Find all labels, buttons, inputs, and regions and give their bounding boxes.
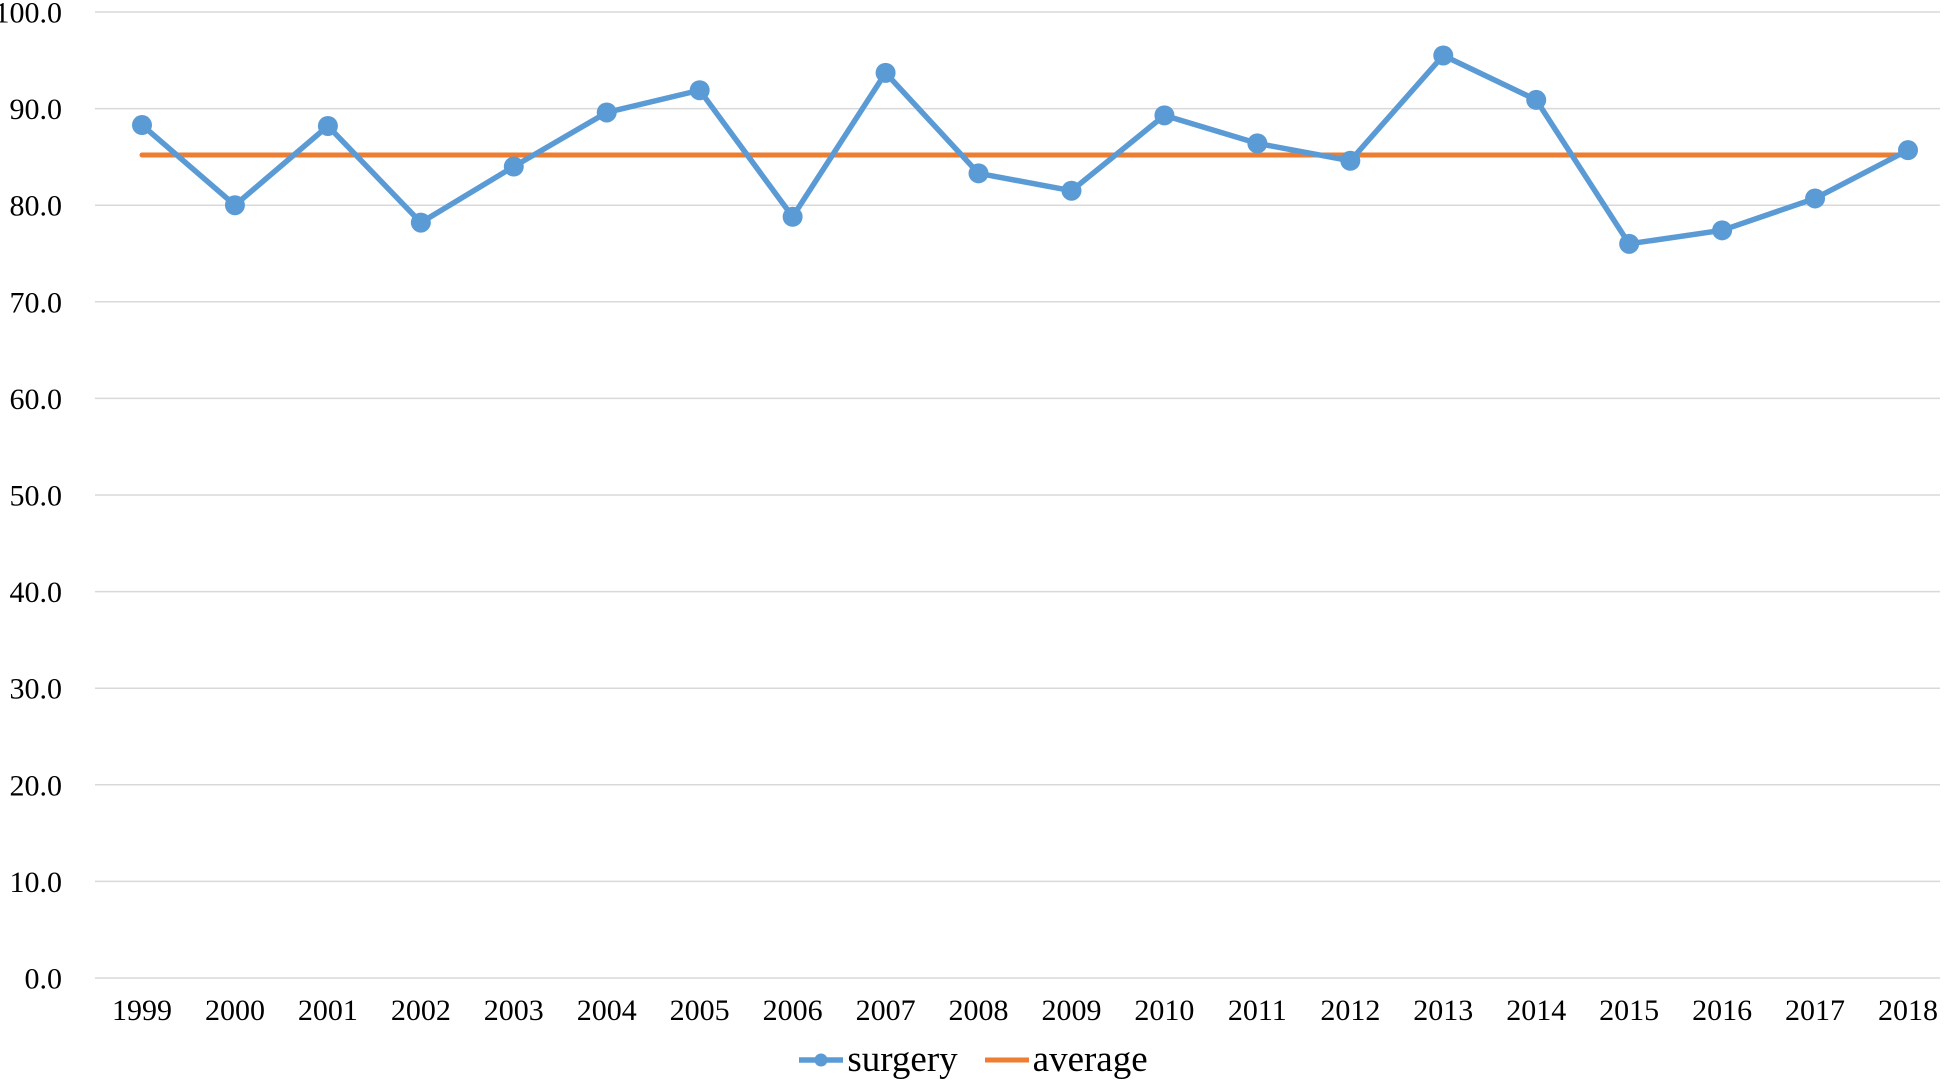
surgery-data-point bbox=[132, 115, 152, 136]
surgery-data-point bbox=[1154, 105, 1175, 126]
legend-item-average: average bbox=[984, 1041, 1148, 1078]
x-tick-label: 2016 bbox=[1692, 994, 1752, 1027]
x-tick-label: 2012 bbox=[1320, 994, 1380, 1027]
surgery-data-point bbox=[1898, 140, 1918, 161]
x-tick-label: 2006 bbox=[763, 994, 823, 1027]
surgery-data-point bbox=[1805, 188, 1826, 209]
x-tick-label: 2009 bbox=[1041, 994, 1101, 1027]
x-tick-label: 1999 bbox=[112, 994, 172, 1027]
average-line-icon bbox=[984, 1057, 1029, 1062]
y-tick-label: 0.0 bbox=[25, 963, 63, 996]
surgery-data-point bbox=[1619, 233, 1640, 254]
gridlines bbox=[95, 11, 1940, 979]
surgery-data-point bbox=[1340, 150, 1361, 171]
x-tick-label: 2015 bbox=[1599, 994, 1659, 1027]
chart-legend: surgery average bbox=[0, 1036, 1946, 1083]
surgery-data-point bbox=[224, 195, 245, 216]
x-tick-label: 2003 bbox=[484, 994, 544, 1027]
x-tick-label: 2001 bbox=[298, 994, 358, 1027]
surgery-data-point bbox=[410, 212, 431, 233]
surgery-data-point bbox=[1712, 220, 1733, 241]
legend-item-surgery: surgery bbox=[798, 1039, 958, 1080]
surgery-data-point bbox=[782, 206, 803, 227]
x-tick-label: 2004 bbox=[577, 994, 637, 1027]
x-tick-label: 2005 bbox=[670, 994, 730, 1027]
surgery-data-point bbox=[1247, 133, 1268, 154]
x-tick-label: 2000 bbox=[205, 994, 265, 1027]
y-axis-tick-labels: 0.0 10.0 20.0 30.0 40.0 50.0 60.0 70.0 80.0 90.0 1… bbox=[0, 0, 62, 996]
legend-label-average: average bbox=[1032, 1039, 1148, 1080]
y-tick-label: 80.0 bbox=[10, 190, 63, 223]
y-tick-label: 60.0 bbox=[10, 383, 63, 416]
surgery-data-point bbox=[1526, 89, 1547, 110]
surgery-data-points bbox=[132, 45, 1918, 254]
x-tick-label: 2010 bbox=[1134, 994, 1194, 1027]
x-tick-label: 2017 bbox=[1785, 994, 1845, 1027]
y-tick-label: 50.0 bbox=[10, 480, 63, 513]
surgery-data-point bbox=[689, 80, 710, 101]
surgery-data-point bbox=[875, 62, 896, 83]
surgery-data-point bbox=[1061, 180, 1082, 201]
x-tick-label: 2007 bbox=[856, 994, 916, 1027]
y-tick-label: 70.0 bbox=[10, 286, 63, 319]
surgery-line-marker-icon bbox=[799, 1053, 844, 1066]
x-tick-label: 2013 bbox=[1413, 994, 1473, 1027]
surgery-data-point bbox=[968, 163, 989, 184]
y-tick-label: 90.0 bbox=[10, 93, 63, 126]
x-axis-tick-labels: 1999 2000 2001 2002 2003 2004 2005 2006 2007 2008… bbox=[112, 994, 1938, 1027]
x-tick-label: 2018 bbox=[1878, 994, 1938, 1027]
y-tick-label: 30.0 bbox=[10, 673, 63, 706]
surgery-data-point bbox=[1433, 45, 1454, 66]
x-tick-label: 2002 bbox=[391, 994, 451, 1027]
y-tick-label: 100.0 bbox=[0, 0, 62, 30]
surgery-series-line bbox=[139, 52, 1911, 247]
surgery-data-point bbox=[596, 102, 617, 123]
x-tick-label: 2011 bbox=[1228, 994, 1287, 1027]
surgery-data-point bbox=[503, 156, 524, 177]
y-tick-label: 10.0 bbox=[10, 866, 63, 899]
y-tick-label: 20.0 bbox=[10, 769, 63, 802]
x-tick-label: 2014 bbox=[1506, 994, 1566, 1027]
y-tick-label: 40.0 bbox=[10, 576, 63, 609]
surgery-data-point bbox=[317, 115, 338, 136]
x-tick-label: 2008 bbox=[949, 994, 1009, 1027]
legend-label-surgery: surgery bbox=[847, 1039, 958, 1080]
